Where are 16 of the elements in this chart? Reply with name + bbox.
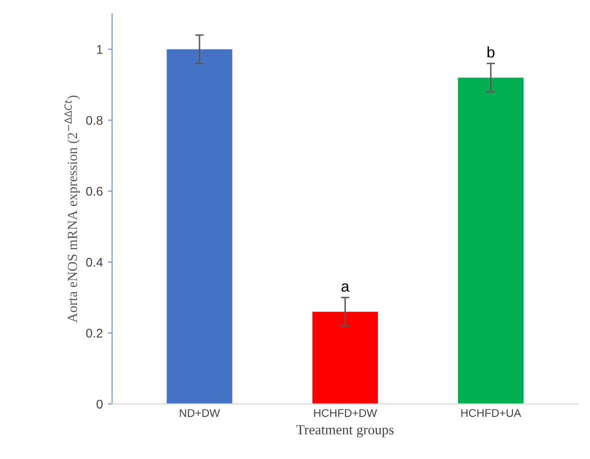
x-tick-label: HCHFD+UA — [461, 409, 522, 417]
y-tick-label: 0 — [96, 400, 103, 409]
y-axis-title: Aorta eNOS mRNA expression (2$^{−ΔΔCt}$) — [64, 96, 80, 323]
bar — [312, 312, 378, 404]
x-tick-label: ND+DW — [180, 409, 220, 417]
x-axis-title: Treatment groups — [296, 425, 394, 438]
y-tick-label: 0.6 — [86, 186, 103, 196]
y-tick-label: 0.2 — [86, 328, 102, 338]
bar — [458, 78, 524, 404]
annotation: b — [488, 46, 494, 58]
y-tick-label: 0.4 — [86, 258, 103, 267]
x-tick-label: HCHFD+DW — [314, 409, 378, 417]
bar — [166, 49, 232, 404]
annotation: a — [342, 283, 350, 292]
y-tick-label: 1 — [97, 45, 102, 54]
y-tick-label: 0.8 — [86, 116, 103, 125]
